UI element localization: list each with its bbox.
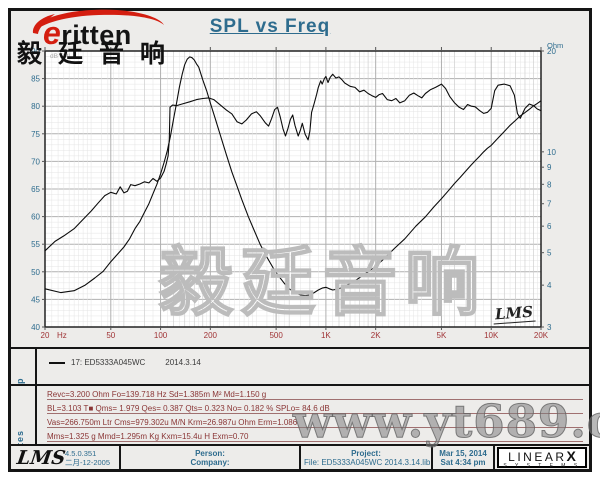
footer-project-cell: Project: File: ED5333A045WC 2014.3.14.li…	[299, 446, 431, 469]
map-label-column: Map	[11, 349, 37, 398]
brand-initial: e	[43, 15, 62, 51]
footer-person-cell: Person: Company:	[119, 446, 299, 469]
version-block: 4.5.0.351 二月-12-2005	[65, 449, 110, 467]
linearx-systems-text: S Y S T E M S	[503, 463, 581, 469]
svg-text:dB SPL: dB SPL	[50, 53, 72, 60]
svg-text:40: 40	[31, 323, 40, 332]
svg-text:70: 70	[31, 157, 40, 166]
header-bar: SPL vs Freq	[11, 11, 589, 41]
svg-text:200: 200	[204, 331, 218, 340]
page-title: SPL vs Freq	[209, 16, 331, 37]
svg-text:2K: 2K	[371, 331, 381, 340]
notes-panel: Notes Revc=3.200 Ohm Fo=139.718 Hz Sd=1.…	[11, 384, 589, 460]
svg-text:20: 20	[547, 47, 556, 56]
svg-text:5K: 5K	[437, 331, 447, 340]
footer-datetime-cell: Mar 15, 2014 Sat 4:34 pm	[431, 446, 493, 469]
svg-text:6: 6	[547, 222, 552, 231]
lms-signature: LMS	[492, 302, 536, 325]
company-name: 毅廷音响	[17, 40, 182, 68]
footer-version-cell: LMS 4.5.0.351 二月-12-2005	[11, 446, 119, 471]
lms-logo: LMS	[14, 447, 70, 471]
svg-text:75: 75	[31, 130, 40, 139]
linearx-x: X	[566, 448, 576, 464]
note-line-parameters-1: Revc=3.200 Ohm Fo=139.718 Hz Sd=1.385m M…	[47, 390, 583, 400]
svg-text:85: 85	[31, 75, 40, 84]
note-line-parameters-2: BL=3.103 T■ Qms= 1.979 Qes= 0.387 Qts= 0…	[47, 404, 583, 414]
svg-text:20: 20	[41, 331, 50, 340]
company-label: Company:	[190, 458, 230, 467]
svg-text:45: 45	[31, 295, 40, 304]
map-panel: Map 17: ED5333A045WC 2014.3.14	[11, 347, 589, 398]
brand-text: eritten	[43, 15, 132, 51]
svg-text:10: 10	[547, 148, 556, 157]
svg-text:60: 60	[31, 213, 40, 222]
svg-text:50: 50	[31, 268, 40, 277]
svg-text:20K: 20K	[534, 331, 549, 340]
report-time: Sat 4:34 pm	[440, 458, 486, 467]
footer-linearx-cell: LINEARX S Y S T E M S	[493, 446, 589, 469]
footer-bar: LMS 4.5.0.351 二月-12-2005 Person: Company…	[11, 444, 589, 471]
site-watermark: www.yt689.com	[293, 395, 600, 449]
linearx-text: LINEAR	[508, 450, 567, 464]
chart-watermark: 毅廷音响	[158, 240, 487, 325]
svg-text:500: 500	[269, 331, 283, 340]
svg-text:4: 4	[547, 281, 552, 290]
svg-text:80: 80	[31, 102, 40, 111]
svg-text:55: 55	[31, 240, 40, 249]
person-label: Person:	[195, 449, 225, 458]
svg-text:100: 100	[154, 331, 168, 340]
svg-text:50: 50	[106, 331, 115, 340]
version-number: 4.5.0.351	[65, 449, 97, 458]
svg-text:7: 7	[547, 200, 552, 209]
project-label: Project:	[351, 449, 381, 458]
legend-line-sample	[49, 361, 65, 364]
svg-text:5: 5	[547, 249, 552, 258]
report-date: Mar 15, 2014	[439, 449, 487, 458]
report-frame: SPL vs Freq eritten 毅廷音响 90 85 80 75 70 65 60 5…	[8, 7, 600, 472]
svg-text:8: 8	[547, 180, 552, 189]
legend-date: 2014.3.14	[165, 358, 201, 367]
note-line-parameters-3: Vas=266.750m Ltr Cms=979.302u M/N Krm=26…	[47, 418, 583, 428]
svg-text:1K: 1K	[321, 331, 331, 340]
file-name: File: ED5333A045WC 2014.3.14.lib	[304, 458, 431, 467]
svg-text:90: 90	[31, 47, 40, 56]
svg-text:9: 9	[547, 163, 552, 172]
chart-panel: 90 85 80 75 70 65 60 55 50 45 40 20 10 9 8 7 6 5 4 3 Ohm 20 50…	[11, 41, 589, 347]
linearx-logo: LINEARX S Y S T E M S	[497, 447, 587, 469]
svg-text:3: 3	[547, 323, 552, 332]
brand-logo: eritten 毅廷音响	[17, 7, 207, 77]
note-line-parameters-4: Mms=1.325 g Mmd=1.295m Kg Kxm=15.4u H Ex…	[47, 432, 583, 442]
svg-text:65: 65	[31, 185, 40, 194]
svg-text:10K: 10K	[484, 331, 499, 340]
logo-swoosh-icon	[32, 9, 164, 34]
svg-text:Hz: Hz	[57, 331, 67, 340]
version-date: 二月-12-2005	[65, 458, 111, 467]
svg-text:Ohm: Ohm	[547, 41, 563, 50]
notes-content: Revc=3.200 Ohm Fo=139.718 Hz Sd=1.385m M…	[47, 390, 583, 446]
legend-text: 17: ED5333A045WC	[71, 358, 146, 367]
legend: 17: ED5333A045WC 2014.3.14	[49, 358, 201, 367]
notes-label-column: Notes	[11, 386, 37, 460]
